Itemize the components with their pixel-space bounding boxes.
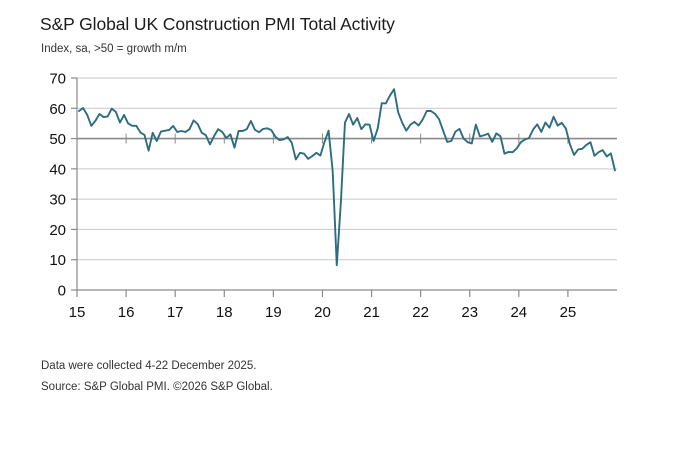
x-axis-tick-label: 24 <box>510 304 527 321</box>
x-axis-tick-label: 18 <box>216 304 233 321</box>
x-axis-tick-label: 25 <box>560 304 577 321</box>
y-axis-tick-label: 20 <box>49 222 66 239</box>
x-axis-tick-label: 21 <box>363 304 380 321</box>
x-axis-tick-label: 19 <box>265 304 282 321</box>
data-series-line <box>78 88 616 267</box>
data-collection-note: Data were collected 4-22 December 2025. <box>41 360 257 372</box>
x-axis-tick-label: 15 <box>69 304 86 321</box>
y-axis-tick-label: 30 <box>49 192 66 209</box>
y-axis-tick-label: 10 <box>49 252 66 269</box>
x-axis-tick-label: 23 <box>461 304 478 321</box>
y-axis-tick-label: 50 <box>49 131 66 148</box>
x-axis-tick-label: 16 <box>118 304 135 321</box>
y-axis-tick-label: 70 <box>49 71 66 88</box>
y-axis-tick-label: 40 <box>49 161 66 178</box>
y-axis-tick-label: 60 <box>49 101 66 118</box>
x-axis-tick-label: 20 <box>314 304 331 321</box>
chart-subtitle: Index, sa, >50 = growth m/m <box>41 43 187 55</box>
x-axis-tick-label: 22 <box>412 304 429 321</box>
x-axis-tick-label: 17 <box>167 304 184 321</box>
page-title: S&P Global UK Construction PMI Total Act… <box>40 14 395 34</box>
y-axis-tick-label: 0 <box>58 283 66 300</box>
source-note: Source: S&P Global PMI. ©2026 S&P Global… <box>41 381 273 393</box>
